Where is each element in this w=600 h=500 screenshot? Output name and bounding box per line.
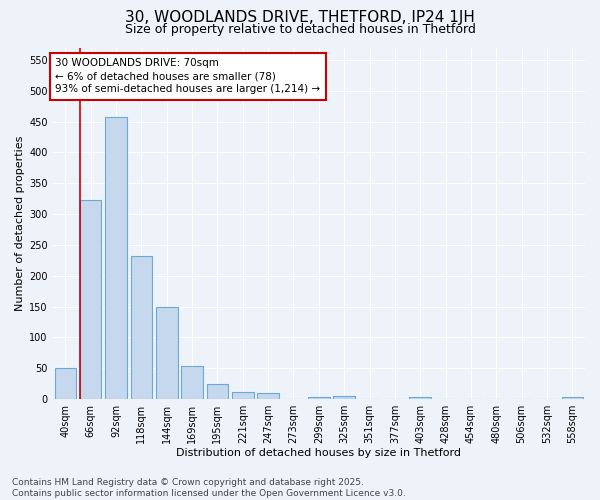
Bar xyxy=(131,256,152,399)
Bar xyxy=(257,393,279,399)
Y-axis label: Number of detached properties: Number of detached properties xyxy=(15,136,25,311)
Bar xyxy=(55,368,76,399)
Text: 30 WOODLANDS DRIVE: 70sqm
← 6% of detached houses are smaller (78)
93% of semi-d: 30 WOODLANDS DRIVE: 70sqm ← 6% of detach… xyxy=(55,58,320,94)
Bar xyxy=(80,200,101,399)
Bar xyxy=(105,117,127,399)
Text: 30, WOODLANDS DRIVE, THETFORD, IP24 1JH: 30, WOODLANDS DRIVE, THETFORD, IP24 1JH xyxy=(125,10,475,25)
Bar xyxy=(562,396,583,399)
Text: Size of property relative to detached houses in Thetford: Size of property relative to detached ho… xyxy=(125,22,475,36)
Bar xyxy=(206,384,228,399)
Bar xyxy=(334,396,355,399)
Text: Contains HM Land Registry data © Crown copyright and database right 2025.
Contai: Contains HM Land Registry data © Crown c… xyxy=(12,478,406,498)
Bar xyxy=(308,396,329,399)
Bar xyxy=(156,307,178,399)
Bar xyxy=(232,392,254,399)
Bar xyxy=(409,397,431,399)
X-axis label: Distribution of detached houses by size in Thetford: Distribution of detached houses by size … xyxy=(176,448,461,458)
Bar xyxy=(181,366,203,399)
